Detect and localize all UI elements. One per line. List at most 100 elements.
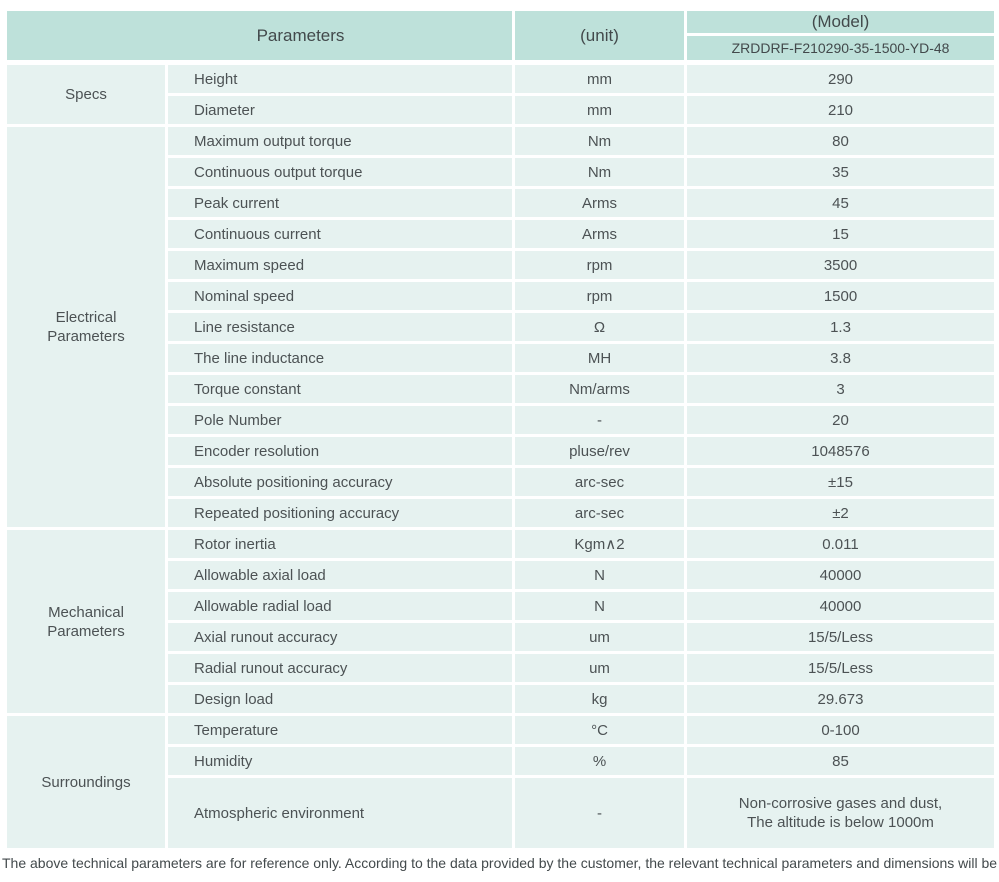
param-name-cell: Continuous output torque: [165, 155, 515, 189]
param-name-cell: Repeated positioning accuracy: [165, 496, 515, 530]
table-row: Nominal speed rpm 1500: [6, 279, 997, 313]
table-row: Repeated positioning accuracy arc-sec ±2: [6, 496, 997, 530]
table-row: Allowable radial load N 40000: [6, 589, 997, 623]
param-name-cell: Diameter: [165, 93, 515, 127]
table-row: Axial runout accuracy um 15/5/Less: [6, 620, 997, 654]
param-name-cell: Encoder resolution: [165, 434, 515, 468]
param-name-cell: Allowable axial load: [165, 558, 515, 592]
table-row: Torque constant Nm/arms 3: [6, 372, 997, 406]
unit-cell: Nm: [512, 155, 687, 189]
value-cell: 80: [684, 124, 997, 158]
param-name-cell: Absolute positioning accuracy: [165, 465, 515, 499]
table-row: Pole Number -20: [6, 403, 997, 437]
footer-note: The above technical parameters are for r…: [2, 855, 999, 871]
value-cell: 15/5/Less: [684, 620, 997, 654]
value-cell: 1500: [684, 279, 997, 313]
table-row: Diameter mm 210: [6, 93, 997, 127]
unit-cell: Nm: [512, 124, 687, 158]
unit-cell: arc-sec: [512, 465, 687, 499]
value-cell: 40000: [684, 558, 997, 592]
value-cell: 29.673: [684, 682, 997, 716]
table-header: Parameters (unit) (Model) ZRDDRF-F210290…: [4, 8, 997, 65]
value-cell: 0-100: [684, 713, 997, 747]
param-name-cell: Torque constant: [165, 372, 515, 406]
param-name-cell: Atmospheric environment: [165, 775, 515, 851]
param-name-cell: Humidity: [165, 744, 515, 778]
table-row: Design load kg 29.673: [6, 682, 997, 716]
table-row: Surroundings Temperature °C 0-100: [4, 713, 997, 851]
category-cell-surroundings: Surroundings: [4, 713, 168, 851]
value-cell: 1.3: [684, 310, 997, 344]
value-cell: 15: [684, 217, 997, 251]
param-name-cell: Radial runout accuracy: [165, 651, 515, 685]
table-row: The line inductance MH 3.8: [6, 341, 997, 375]
table-row: Specs Height mm 290: [4, 61, 997, 127]
table-row: Continuous current Arms 15: [6, 217, 997, 251]
value-cell: 85: [684, 744, 997, 778]
table-row: Line resistance Ω 1.3: [6, 310, 997, 344]
param-name-cell: Continuous current: [165, 217, 515, 251]
unit-cell: Ω: [512, 310, 687, 344]
model-code: ZRDDRF-F210290-35-1500-YD-48: [684, 33, 997, 65]
param-name-cell: Line resistance: [165, 310, 515, 344]
value-cell: ±2: [684, 496, 997, 530]
value-cell: 3.8: [684, 341, 997, 375]
param-name-cell: Height: [165, 61, 515, 96]
unit-cell: Arms: [512, 186, 687, 220]
category-cell-mechanical: Mechanical Parameters: [4, 527, 168, 716]
table-row: Humidity% 85: [6, 744, 997, 778]
category-cell-specs: Specs: [4, 61, 168, 127]
value-cell: 3500: [684, 248, 997, 282]
value-cell: Non-corrosive gases and dust, The altitu…: [684, 775, 997, 851]
param-name-cell: Design load: [165, 682, 515, 716]
param-name-cell: Axial runout accuracy: [165, 620, 515, 654]
category-cell-electrical: Electrical Parameters: [4, 124, 168, 530]
unit-cell: °C: [512, 713, 687, 747]
unit-cell: um: [512, 651, 687, 685]
unit-cell: pluse/rev: [512, 434, 687, 468]
unit-cell: %: [512, 744, 687, 778]
table-row: Allowable axial load N 40000: [6, 558, 997, 592]
unit-cell: Kgm∧2: [512, 527, 687, 561]
unit-cell: rpm: [512, 248, 687, 282]
value-cell: 45: [684, 186, 997, 220]
unit-cell: N: [512, 558, 687, 592]
unit-cell: mm: [512, 93, 687, 127]
table-row: Radial runout accuracy um 15/5/Less: [6, 651, 997, 685]
table-row: Continuous output torque Nm 35: [6, 155, 997, 189]
unit-cell: arc-sec: [512, 496, 687, 530]
table-row: Atmospheric environment - Non-corrosive ga…: [6, 775, 997, 851]
param-name-cell: Allowable radial load: [165, 589, 515, 623]
unit-cell: Arms: [512, 217, 687, 251]
table-row: Electrical Parameters Maximum output torq…: [4, 124, 997, 530]
parameters-header: Parameters: [4, 8, 515, 65]
table-body: Specs Height mm 290 Diameter mm 210 Electrical …: [4, 61, 997, 851]
param-name-cell: Rotor inertia: [165, 527, 515, 561]
value-cell: 210: [684, 93, 997, 127]
value-cell: 20: [684, 403, 997, 437]
value-cell: 290: [684, 61, 997, 96]
unit-cell: MH: [512, 341, 687, 375]
unit-cell: -: [512, 403, 687, 437]
value-cell: 1048576: [684, 434, 997, 468]
param-name-cell: Temperature: [165, 713, 515, 747]
table-row: Mechanical Parameters Rotor inertia Kgm∧2 0…: [4, 527, 997, 716]
param-name-cell: Pole Number: [165, 403, 515, 437]
spec-table: Parameters (unit) (Model) ZRDDRF-F210290…: [4, 8, 997, 851]
unit-cell: mm: [512, 61, 687, 96]
table-row: Encoder resolution pluse/rev 1048576: [6, 434, 997, 468]
param-name-cell: Maximum speed: [165, 248, 515, 282]
table-row: Maximum speed rpm 3500: [6, 248, 997, 282]
value-cell: ±15: [684, 465, 997, 499]
unit-cell: N: [512, 589, 687, 623]
value-cell: 15/5/Less: [684, 651, 997, 685]
unit-cell: rpm: [512, 279, 687, 313]
unit-cell: -: [512, 775, 687, 851]
unit-cell: Nm/arms: [512, 372, 687, 406]
unit-header: (unit): [512, 8, 687, 65]
value-cell: 3: [684, 372, 997, 406]
unit-cell: um: [512, 620, 687, 654]
param-name-cell: Nominal speed: [165, 279, 515, 313]
value-cell: 40000: [684, 589, 997, 623]
